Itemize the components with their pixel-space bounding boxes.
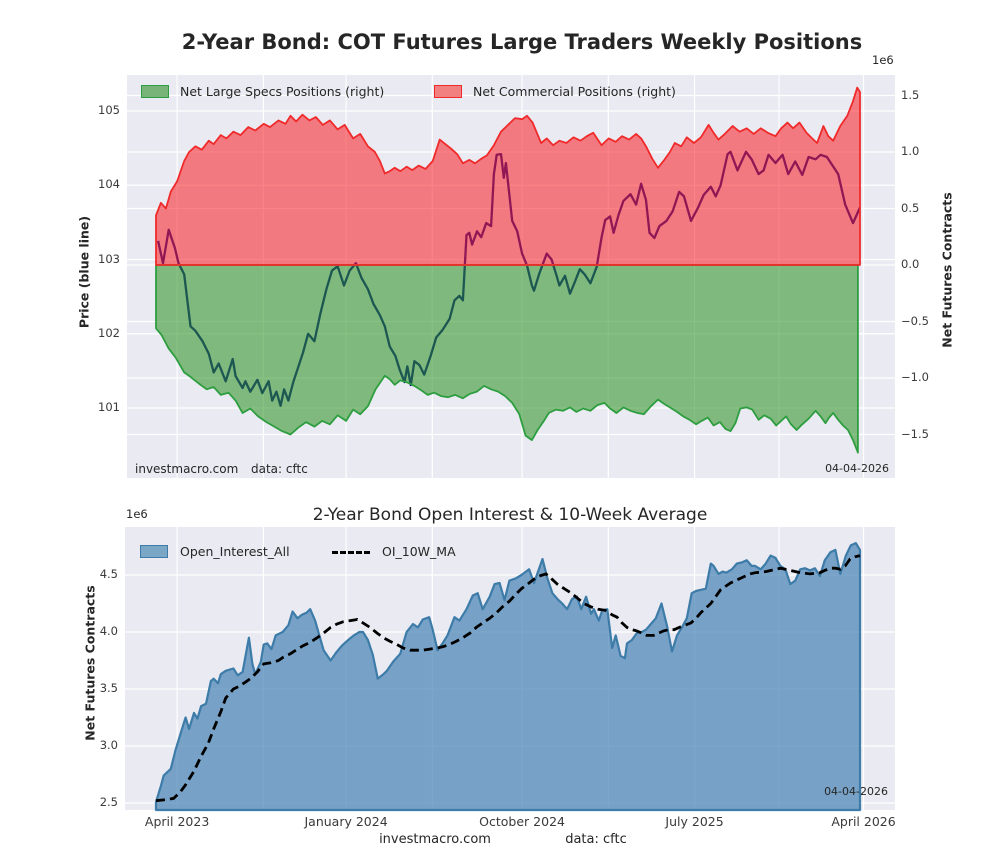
bottom-x-tick-label: April 2026 [831, 814, 896, 829]
top-left-tick-label: 105 [98, 103, 120, 117]
top-right-tick-label: −1.5 [901, 426, 929, 441]
top-right-offset-label: 1e6 [872, 53, 894, 67]
top-right-tick-label: −1.0 [901, 370, 929, 384]
bottom-y-tick-label: 4.5 [99, 567, 118, 581]
top-source-text: investmacro.com [135, 462, 239, 476]
bottom-x-tick-label: April 2023 [144, 814, 210, 829]
bottom-y-tick-label: 3.0 [99, 738, 118, 752]
footer-datasource-text: data: cftc [565, 832, 627, 847]
legend-swatch-commercial [434, 85, 462, 98]
legend-label-ma: OI_10W_MA [382, 544, 456, 559]
top-datasource-text: data: cftc [251, 462, 308, 476]
top-right-tick-label: −0.5 [901, 313, 929, 328]
legend-label-open-interest: Open_Interest_All [180, 544, 290, 559]
legend-swatch-open-interest [140, 545, 168, 558]
top-right-axis-label: Net Futures Contracts [939, 192, 955, 348]
bottom-y-tick-label: 2.5 [99, 795, 118, 809]
bottom-chart-title: 2-Year Bond Open Interest & 10-Week Aver… [312, 505, 708, 525]
bottom-y-tick-label: 3.5 [99, 681, 118, 695]
top-left-axis-label: Price (blue line) [76, 215, 92, 329]
bottom-x-tick-label: July 2025 [665, 814, 724, 829]
footer-source-text: investmacro.com [379, 832, 491, 847]
legend-label-commercial: Net Commercial Positions (right) [473, 84, 676, 99]
top-date-annotation: 04-04-2026 [825, 462, 889, 475]
top-left-tick-label: 101 [98, 400, 120, 414]
top-chart-title: 2-Year Bond: COT Futures Large Traders W… [181, 30, 863, 54]
bottom-offset-label: 1e6 [126, 507, 148, 521]
bottom-x-tick-label: October 2024 [479, 814, 565, 829]
legend-label-specs: Net Large Specs Positions (right) [180, 84, 385, 99]
top-right-tick-label: 0.0 [901, 257, 920, 271]
bottom-axis-label: Net Futures Contracts [82, 585, 98, 741]
legend-dash-sample-ma [332, 551, 370, 554]
bottom-y-tick-label: 4.0 [99, 624, 118, 638]
top-right-tick-label: 0.5 [901, 200, 920, 215]
top-right-tick-label: 1.0 [901, 144, 920, 158]
legend-swatch-specs [141, 85, 169, 98]
top-left-tick-label: 102 [98, 325, 120, 340]
bottom-date-annotation: 04-04-2026 [824, 785, 888, 798]
bottom-x-tick-label: January 2024 [304, 814, 388, 829]
top-right-tick-label: 1.5 [901, 87, 920, 102]
top-left-tick-label: 104 [98, 177, 120, 192]
top-left-tick-label: 103 [98, 251, 120, 266]
